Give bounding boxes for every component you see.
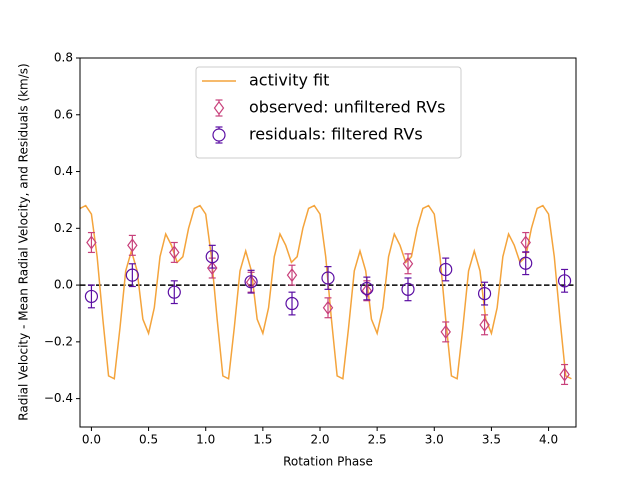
circle-marker [557, 274, 572, 288]
diamond-marker [559, 367, 570, 382]
diamond-marker [322, 300, 334, 315]
circle-marker [519, 256, 533, 270]
x-tick-label: 4.0 [539, 433, 558, 447]
y-tick-label: 0.4 [54, 164, 73, 178]
circle-marker [321, 271, 335, 285]
error-bar [128, 263, 136, 288]
circle-marker [84, 289, 99, 304]
y-tick-label: 0.2 [54, 221, 73, 235]
diamond-marker [440, 324, 451, 339]
error-bar [247, 269, 255, 294]
x-tick-label: 3.5 [482, 433, 501, 447]
diamond-marker [402, 256, 414, 271]
error-bar [561, 268, 569, 293]
x-tick-label: 0.5 [139, 433, 158, 447]
diamond-marker [127, 238, 138, 253]
circle-marker [439, 262, 453, 277]
circle-marker [477, 286, 492, 301]
fit-line [80, 204, 572, 380]
x-axis-label: Rotation Phase [283, 455, 373, 469]
y-tick-label: 0.6 [54, 107, 73, 121]
diamond-marker [206, 260, 218, 276]
plot-frame [79, 57, 577, 428]
error-bar [170, 280, 178, 305]
y-tick-label: 0.8 [54, 51, 73, 65]
legend-marker [212, 128, 226, 142]
legend-label: observed: unfiltered RVs [249, 98, 445, 117]
error-bar [324, 266, 332, 290]
legend-label: activity fit [249, 71, 329, 90]
x-tick-label: 1.0 [196, 433, 215, 447]
error-bar [363, 276, 371, 301]
x-tick-label: 3.0 [425, 433, 444, 447]
diamond-marker [286, 268, 298, 283]
x-tick-label: 2.0 [310, 433, 329, 447]
circle-marker [360, 281, 374, 296]
plot-area [80, 204, 576, 386]
x-tick-label: 2.5 [368, 433, 387, 447]
diamond-marker [169, 245, 180, 260]
error-bar [404, 277, 412, 302]
y-tick-label: −0.2 [44, 334, 73, 348]
error-bar [522, 251, 530, 276]
y-tick-label: −0.4 [44, 391, 73, 405]
circle-marker [125, 268, 139, 282]
circle-marker [244, 275, 258, 289]
error-bar [208, 244, 216, 269]
x-tick-label: 1.5 [253, 433, 272, 447]
error-bar [442, 257, 450, 282]
x-tick-label: 0.0 [82, 433, 101, 447]
y-tick-label: 0.0 [54, 278, 73, 292]
circle-marker [205, 250, 219, 264]
error-bar [288, 291, 296, 316]
circle-marker [401, 282, 415, 296]
legend-marker [213, 100, 225, 116]
legend-label: residuals: filtered RVs [249, 125, 423, 144]
error-bar [481, 281, 489, 306]
diamond-marker [520, 235, 531, 250]
diamond-marker [479, 317, 490, 332]
y-axis-label: Radial Velocity - Mean Radial Velocity, … [17, 63, 31, 420]
error-bar [87, 284, 95, 309]
circle-marker [167, 285, 181, 299]
legend-box [195, 66, 462, 159]
circle-marker [285, 296, 299, 311]
diamond-marker [86, 235, 97, 250]
